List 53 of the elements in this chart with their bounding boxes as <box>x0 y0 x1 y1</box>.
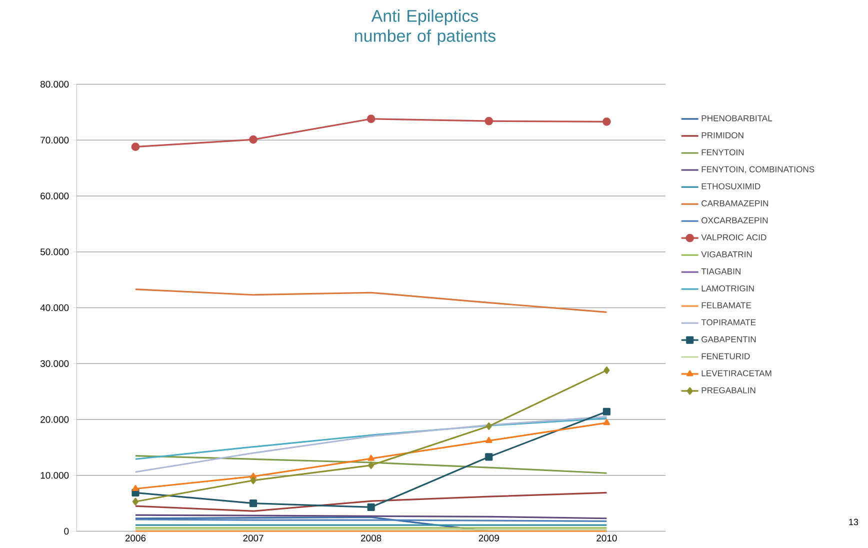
x-tick-label: 2006 <box>125 534 146 542</box>
legend-label: OXCARBAZEPIN <box>702 217 768 224</box>
point <box>249 135 258 144</box>
point <box>484 116 494 126</box>
x-tick-label: 2007 <box>243 534 264 542</box>
point <box>603 419 610 426</box>
legend-label: PREGABALIN <box>702 387 756 394</box>
y-tick-label: 70.000 <box>40 136 69 144</box>
legend-label: CARBAMAZEPIN <box>702 200 768 206</box>
line-series <box>134 288 608 313</box>
point <box>486 422 492 430</box>
legend-label: LAMOTRIGIN <box>702 285 754 292</box>
point <box>132 498 139 506</box>
y-tick-label: 40.000 <box>40 304 69 312</box>
legend-label: VALPROIC ACID <box>701 234 766 240</box>
legend-label: FENYTOIN <box>702 149 744 156</box>
point <box>368 462 374 470</box>
x-tick-label: 2009 <box>478 534 499 542</box>
point <box>250 476 256 484</box>
point <box>367 503 375 511</box>
point <box>485 436 492 443</box>
legend-label: TIAGABIN <box>701 268 740 274</box>
legend-label: VIGABATRIN <box>701 251 752 258</box>
point <box>368 454 374 461</box>
line-series <box>134 416 608 473</box>
point <box>249 499 258 508</box>
y-tick-label: 50.000 <box>40 248 69 256</box>
text: 13 <box>849 518 858 526</box>
legend-label: LEVETIRACETAM <box>702 370 772 376</box>
legend-label: FELBAMATE <box>702 302 752 308</box>
x-tick-label: 2010 <box>596 534 617 542</box>
legend-label: GABAPENTIN <box>702 336 756 342</box>
point <box>602 408 610 416</box>
y-tick-label: 20.000 <box>40 416 69 423</box>
point <box>604 366 610 374</box>
y-tick-label: 60.000 <box>40 192 69 200</box>
point <box>132 484 139 492</box>
legend-label: PRIMIDON <box>702 132 744 138</box>
x-tick-label: 2008 <box>361 534 382 542</box>
legend-label: FENYTOIN, COMBINATIONS <box>702 166 814 174</box>
point <box>366 114 376 124</box>
point <box>485 453 493 461</box>
chart-title: Anti Epileptics number of patients <box>355 10 496 46</box>
legend-label: PHENOBARBITAL <box>702 115 772 122</box>
y-tick-label: 80.000 <box>40 80 69 88</box>
point <box>602 117 611 126</box>
y-tick-label: 10.000 <box>40 472 69 479</box>
y-tick-label: 30.000 <box>40 360 69 367</box>
y-tick-label: 0 <box>64 528 69 535</box>
legend-label: TOPIRAMATE <box>701 319 756 326</box>
legend-label: FENETURID <box>702 353 750 360</box>
legend-label: ETHOSUXIMID <box>702 183 760 190</box>
point <box>131 142 140 151</box>
